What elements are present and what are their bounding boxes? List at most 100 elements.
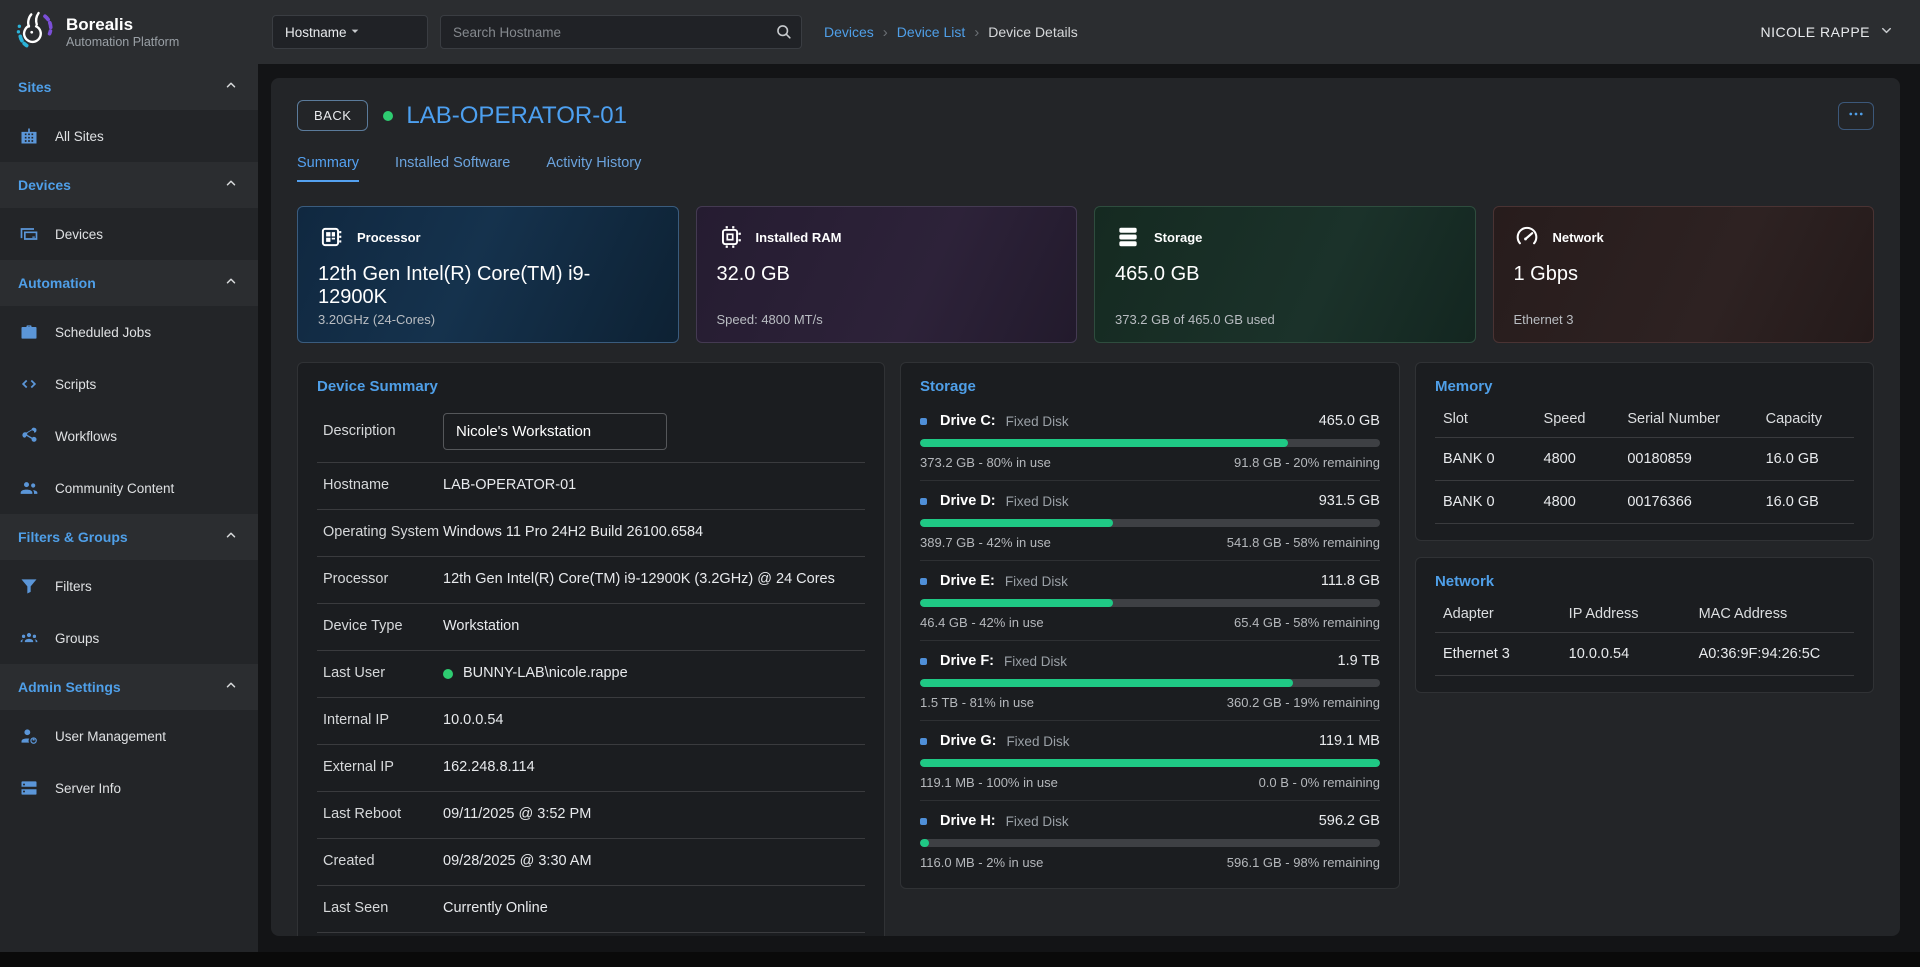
drive-bullet-icon: [920, 737, 928, 745]
code-icon: [18, 373, 40, 395]
drive-bullet-icon: [920, 577, 928, 585]
breadcrumb: Devices › Device List › Device Details: [824, 24, 1078, 41]
sidebar-section-automation[interactable]: Automation: [0, 260, 258, 306]
stat-card-ram: Installed RAM 32.0 GB Speed: 4800 MT/s: [695, 206, 1077, 343]
summary-row-last-reboot: Last Reboot 09/11/2025 @ 3:52 PM: [317, 792, 866, 839]
search-input[interactable]: [440, 15, 802, 49]
caret-down-icon: [347, 23, 363, 42]
stat-cards: Processor 12th Gen Intel(R) Core(TM) i9-…: [297, 206, 1874, 343]
sidebar-nav: Sites All Sites Devices Devices Automati…: [0, 64, 258, 814]
user-gear-icon: [18, 725, 40, 747]
sidebar-section-sites[interactable]: Sites: [0, 64, 258, 110]
sidebar-section-admin-settings[interactable]: Admin Settings: [0, 664, 258, 710]
breadcrumb-device-list[interactable]: Device List: [896, 24, 966, 40]
description-input[interactable]: [443, 413, 667, 450]
network-title: Network: [1434, 573, 1495, 590]
stat-card-processor: Processor 12th Gen Intel(R) Core(TM) i9-…: [297, 206, 679, 343]
network-card: Network Adapter IP Address MAC Address: [1414, 557, 1874, 693]
memory-row: BANK 0 4800 00176366 16.0 GB: [1434, 480, 1854, 524]
drive-bullet-icon: [920, 657, 928, 665]
chevron-up-icon: [224, 678, 238, 697]
content-area: BACK LAB-OPERATOR-01 Summary Installed S…: [258, 64, 1920, 952]
breadcrumb-separator: ›: [882, 23, 888, 41]
search-icon: [774, 22, 793, 46]
sidebar-item-devices[interactable]: Devices: [0, 208, 258, 260]
online-status-dot: [443, 668, 453, 679]
disks-icon: [1115, 224, 1141, 250]
breadcrumb-devices[interactable]: Devices: [824, 24, 874, 40]
ram-footer: Speed: 4800 MT/s: [716, 312, 823, 327]
drive-usage-bar: [920, 519, 1380, 527]
sidebar-section-devices[interactable]: Devices: [0, 162, 258, 208]
sidebar-item-groups[interactable]: Groups: [0, 612, 258, 664]
stat-card-network: Network 1 Gbps Ethernet 3: [1492, 206, 1874, 343]
drive-bullet-icon: [920, 497, 928, 505]
sidebar-item-user-management[interactable]: User Management: [0, 710, 258, 762]
sidebar-item-scripts[interactable]: Scripts: [0, 358, 258, 410]
brand-header: Borealis Automation Platform: [0, 0, 258, 64]
right-column: Memory Slot Speed Serial Number Capacity: [1414, 362, 1874, 693]
tab-summary[interactable]: Summary: [297, 155, 360, 182]
stat-card-storage: Storage 465.0 GB 373.2 GB of 465.0 GB us…: [1094, 206, 1476, 343]
drive-usage-bar: [920, 839, 1380, 847]
storage-footer: 373.2 GB of 465.0 GB used: [1115, 312, 1275, 327]
building-icon: [18, 125, 40, 147]
summary-row-os: Operating System Windows 11 Pro 24H2 Bui…: [317, 510, 866, 557]
network-row: Ethernet 3 10.0.0.54 A0:36:9F:94:26:5C: [1434, 632, 1854, 676]
memory-card: Memory Slot Speed Serial Number Capacity: [1414, 362, 1874, 541]
chevron-up-icon: [224, 176, 238, 195]
network-footer: Ethernet 3: [1513, 312, 1574, 327]
drive-row-g: Drive G: Fixed Disk 119.1 MB 119.1 MB - …: [920, 721, 1380, 801]
back-button[interactable]: BACK: [297, 100, 369, 131]
online-status-dot: [383, 110, 394, 121]
processor-value: 12th Gen Intel(R) Core(TM) i9-12900K: [318, 263, 591, 308]
hostname-filter-select[interactable]: Hostname: [272, 15, 428, 49]
summary-row-processor: Processor 12th Gen Intel(R) Core(TM) i9-…: [317, 557, 866, 604]
chevron-down-icon: [1879, 23, 1894, 41]
sidebar-item-all-sites[interactable]: All Sites: [0, 110, 258, 162]
topbar: Hostname Devices › Device List › Device …: [258, 0, 1920, 64]
breadcrumb-current: Device Details: [988, 24, 1078, 40]
drive-row-c: Drive C: Fixed Disk 465.0 GB 373.2 GB - …: [920, 401, 1380, 481]
network-table: Adapter IP Address MAC Address Ethernet …: [1434, 596, 1854, 676]
sidebar: Borealis Automation Platform Sites All S…: [0, 0, 258, 952]
summary-row-device-type: Device Type Workstation: [317, 604, 866, 651]
drive-bullet-icon: [920, 817, 928, 825]
user-menu[interactable]: NICOLE RAPPE: [1761, 23, 1894, 41]
groups-icon: [18, 627, 40, 649]
sidebar-item-community-content[interactable]: Community Content: [0, 462, 258, 514]
brand-subtitle: Automation Platform: [66, 34, 180, 49]
share-nodes-icon: [18, 425, 40, 447]
more-actions-button[interactable]: [1838, 101, 1874, 130]
storage-card: Storage Drive C: Fixed Disk 465.0 GB 373…: [900, 362, 1400, 889]
tab-installed-software[interactable]: Installed Software: [395, 155, 511, 171]
chevron-up-icon: [224, 528, 238, 547]
tab-activity-history[interactable]: Activity History: [546, 155, 642, 171]
memory-table: Slot Speed Serial Number Capacity BANK 0…: [1434, 401, 1854, 524]
summary-row-hostname: Hostname LAB-OPERATOR-01: [317, 463, 866, 510]
ellipsis-icon: [1847, 105, 1865, 126]
sidebar-item-filters[interactable]: Filters: [0, 560, 258, 612]
device-header: BACK LAB-OPERATOR-01: [297, 100, 1874, 131]
sidebar-item-server-info[interactable]: Server Info: [0, 762, 258, 814]
drive-usage-bar: [920, 679, 1380, 687]
breadcrumb-separator: ›: [974, 23, 980, 41]
processor-footer: 3.20GHz (24-Cores): [318, 312, 436, 327]
drive-row-e: Drive E: Fixed Disk 111.8 GB 46.4 GB - 4…: [920, 561, 1380, 641]
sidebar-section-filters-groups[interactable]: Filters & Groups: [0, 514, 258, 560]
page-title: LAB-OPERATOR-01: [406, 101, 627, 129]
drive-bullet-icon: [920, 417, 928, 425]
server-icon: [18, 777, 40, 799]
chevron-up-icon: [224, 274, 238, 293]
summary-row-internal-ip: Internal IP 10.0.0.54: [317, 698, 866, 745]
summary-row-description: Description: [317, 401, 866, 463]
sidebar-item-workflows[interactable]: Workflows: [0, 410, 258, 462]
sidebar-item-scheduled-jobs[interactable]: Scheduled Jobs: [0, 306, 258, 358]
drive-row-f: Drive F: Fixed Disk 1.9 TB 1.5 TB - 81% …: [920, 641, 1380, 721]
storage-value: 465.0 GB: [1115, 263, 1200, 285]
drive-usage-bar: [920, 439, 1380, 447]
main-area: Hostname Devices › Device List › Device …: [258, 0, 1920, 952]
device-summary-title: Device Summary: [317, 378, 438, 395]
device-details-panel: BACK LAB-OPERATOR-01 Summary Installed S…: [271, 78, 1900, 936]
